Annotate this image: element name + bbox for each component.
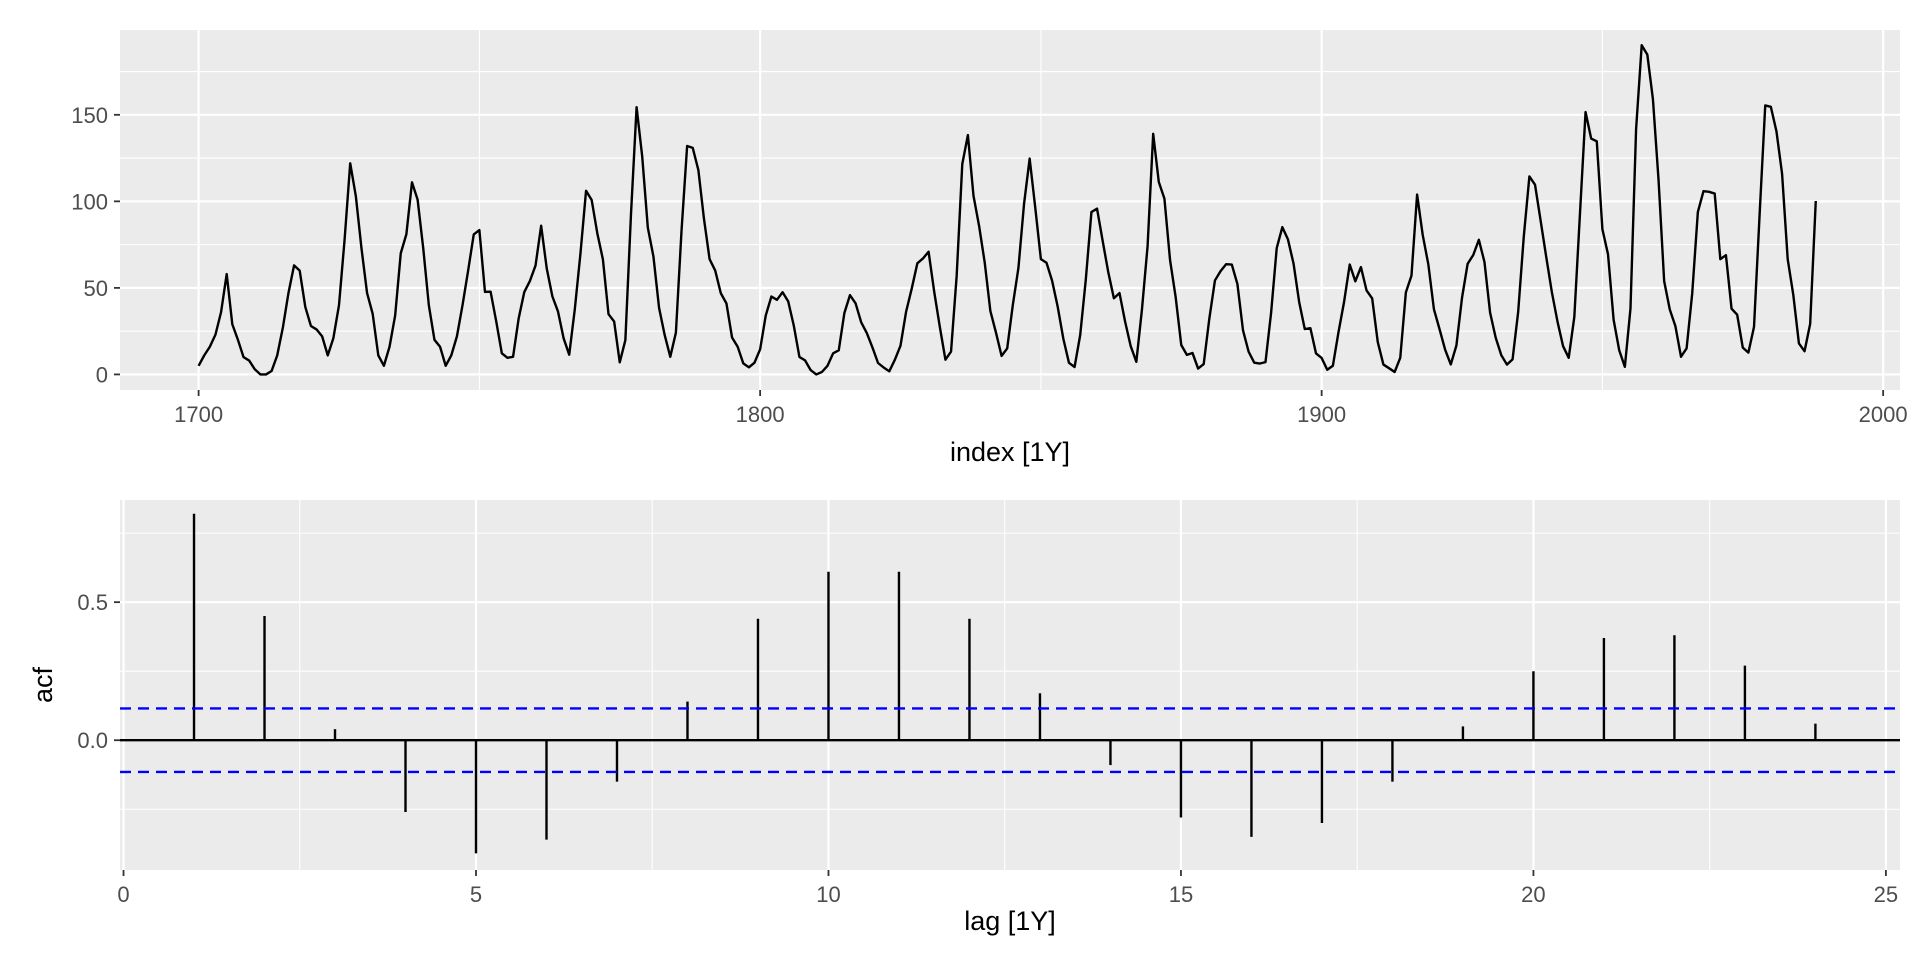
- acf-plot-area: [120, 500, 1900, 870]
- time-series-ticks: 0 50 100 150 1700 1800 1900 2000: [71, 103, 1907, 427]
- time-series-y-tick-label: 150: [71, 103, 108, 128]
- time-series-grid: [120, 30, 1900, 390]
- time-series-x-tick-label: 2000: [1859, 402, 1908, 427]
- acf-y-tick-label: 0.5: [77, 590, 108, 615]
- acf-x-tick-label: 10: [816, 882, 840, 907]
- acf-marks: [120, 513, 1900, 854]
- acf-x-tick-label: 20: [1521, 882, 1545, 907]
- time-series-y-tick-label: 100: [71, 189, 108, 214]
- acf-x-tick-label: 25: [1874, 882, 1898, 907]
- time-series-x-axis-title: index [1Y]: [950, 437, 1070, 467]
- time-series-x-tick-label: 1700: [174, 402, 223, 427]
- time-series-y-tick-label: 0: [96, 362, 108, 387]
- acf-ticks: 0.0 0.5 0 5 10 15 20 25: [77, 590, 1898, 907]
- acf-x-axis-title: lag [1Y]: [964, 906, 1056, 936]
- time-series-y-tick-label: 50: [84, 276, 108, 301]
- acf-x-tick-label: 15: [1169, 882, 1193, 907]
- acf-panel: 0.0 0.5 0 5 10 15 20 25 lag [1Y] acf: [28, 500, 1900, 936]
- acf-x-tick-label: 0: [117, 882, 129, 907]
- time-series-line: [197, 44, 1817, 376]
- acf-y-tick-label: 0.0: [77, 728, 108, 753]
- time-series-series: [197, 44, 1817, 376]
- time-series-x-tick-label: 1800: [736, 402, 785, 427]
- time-series-panel: 0 50 100 150 1700 1800 1900 2000 index [1Y]: [71, 30, 1908, 467]
- acf-y-axis-title: acf: [28, 666, 58, 703]
- acf-x-tick-label: 5: [470, 882, 482, 907]
- time-series-x-tick-label: 1900: [1297, 402, 1346, 427]
